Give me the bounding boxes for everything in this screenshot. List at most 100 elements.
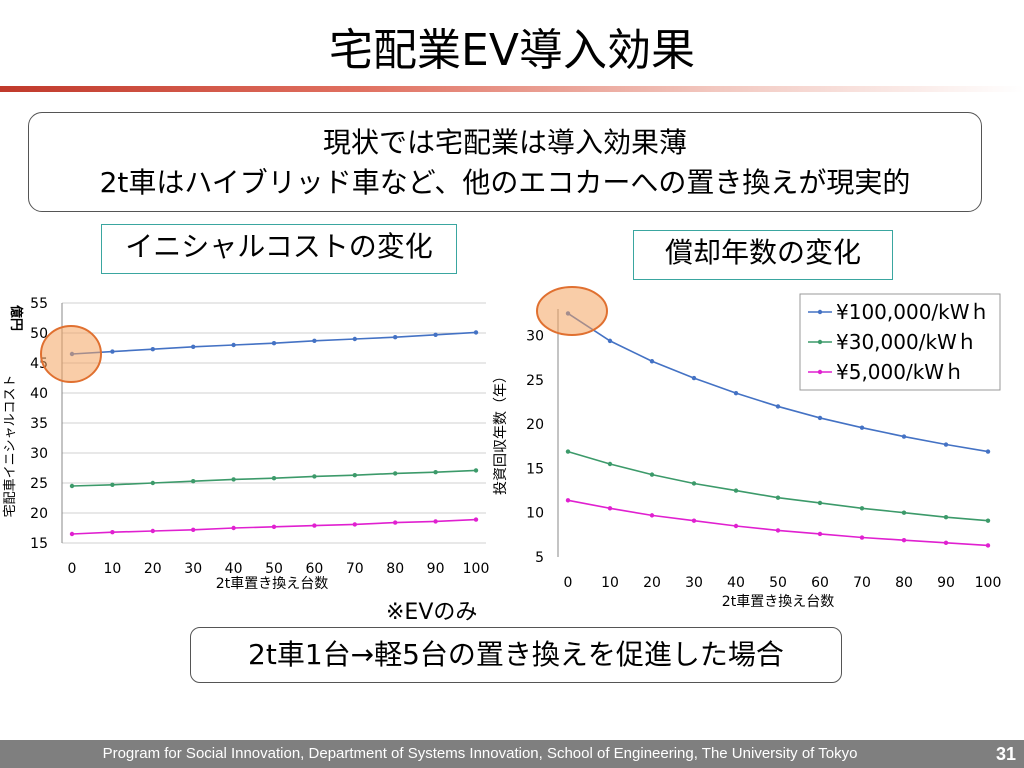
- data-point: [817, 500, 823, 506]
- legend-box: [799, 293, 1001, 391]
- x-tick-label: 20: [643, 575, 661, 591]
- data-point: [433, 470, 438, 475]
- y-tick-label: 25: [526, 373, 544, 389]
- data-point: [985, 543, 991, 548]
- summary-line-2: 2t車はハイブリッド車など、他のエコカーへの置き換えが現実的: [99, 166, 911, 199]
- data-point: [393, 335, 398, 340]
- x-tick-label: 40: [727, 575, 745, 591]
- y-tick-label: 5: [535, 550, 544, 566]
- data-point: [859, 425, 865, 430]
- legend-marker: [817, 369, 823, 375]
- highlight-circle-left: [40, 325, 102, 383]
- data-point: [943, 442, 949, 447]
- x-tick-label: 60: [811, 575, 829, 591]
- page-number: 31: [995, 744, 1016, 764]
- legend-entry: ¥30,000/kWｈ: [836, 330, 977, 354]
- y-tick-label: 25: [30, 476, 48, 492]
- data-point: [649, 472, 655, 477]
- payback-years-label: 償却年数の変化: [633, 230, 893, 280]
- data-point: [691, 375, 697, 381]
- data-point: [271, 341, 277, 346]
- data-point: [231, 477, 236, 482]
- legend-marker: [817, 339, 823, 345]
- x-tick-label: 100: [463, 561, 490, 577]
- legend-entry: ¥100,000/kWｈ: [836, 300, 990, 324]
- data-point: [473, 517, 479, 522]
- data-point: [393, 471, 398, 476]
- x-tick-label: 20: [144, 561, 162, 577]
- footer-text: Program for Social Innovation, Departmen…: [102, 745, 858, 762]
- x-tick-label: 80: [895, 575, 913, 591]
- y-tick-label: 30: [30, 446, 48, 462]
- x-tick-label: 0: [564, 575, 573, 591]
- data-point: [901, 537, 907, 543]
- data-point: [691, 518, 697, 523]
- data-point: [985, 449, 991, 454]
- x-tick-label: 90: [427, 561, 445, 577]
- data-point: [943, 514, 949, 520]
- y-tick-label: 30: [526, 329, 544, 345]
- x-tick-label: 50: [769, 575, 787, 591]
- y-tick-label: 40: [30, 386, 48, 402]
- data-point: [733, 523, 739, 529]
- x-tick-label: 70: [346, 561, 364, 577]
- data-point: [150, 480, 155, 486]
- highlight-circle-right: [536, 286, 608, 336]
- x-tick-label: 100: [975, 575, 1002, 591]
- data-point: [649, 513, 655, 518]
- data-point: [859, 535, 865, 540]
- x-tick-label: 10: [103, 561, 121, 577]
- y-tick-label: 15: [30, 536, 48, 552]
- initial-cost-label: イニシャルコストの変化: [101, 224, 457, 274]
- data-point: [607, 461, 613, 467]
- data-point: [775, 495, 781, 500]
- y-tick-label: 10: [526, 506, 544, 522]
- data-point: [775, 404, 781, 409]
- bottom-box: 2t車1台→軽5台の置き換えを促進した場合: [190, 627, 842, 683]
- data-point: [473, 468, 479, 473]
- legend-marker: [817, 309, 823, 315]
- data-point: [312, 338, 317, 343]
- data-point: [191, 344, 196, 349]
- summary-line-1: 現状では宅配業は導入効果薄: [322, 126, 687, 159]
- y-tick-label: 35: [30, 416, 48, 432]
- data-point: [733, 390, 739, 396]
- x-tick-label: 50: [265, 561, 283, 577]
- data-point: [817, 531, 823, 537]
- data-point: [901, 510, 907, 515]
- data-point: [565, 498, 571, 503]
- x-tick-label: 30: [184, 561, 202, 577]
- data-point: [110, 530, 115, 535]
- data-point: [943, 540, 949, 546]
- x-tick-label: 60: [305, 561, 323, 577]
- data-point: [312, 474, 317, 479]
- data-point: [433, 332, 438, 337]
- x-tick-label: 80: [386, 561, 404, 577]
- x-tick-label: 10: [601, 575, 619, 591]
- data-point: [817, 415, 823, 421]
- x-tick-label: 30: [685, 575, 703, 591]
- data-point: [271, 476, 277, 481]
- x-axis-label: 2t車置き換え台数: [722, 593, 834, 610]
- data-point: [433, 519, 438, 524]
- summary-box: 現状では宅配業は導入効果薄 2t車はハイブリッド車など、他のエコカーへの置き換え…: [28, 112, 982, 212]
- y-tick-label: 15: [526, 461, 544, 477]
- ev-only-note: ※EVのみ: [386, 600, 478, 625]
- data-point: [69, 483, 75, 489]
- data-point: [649, 359, 655, 364]
- data-point: [110, 349, 115, 354]
- data-point: [352, 473, 357, 478]
- data-point: [271, 524, 277, 529]
- legend: ¥100,000/kWｈ ¥30,000/kWｈ ¥5,000/kWｈ: [799, 293, 1001, 391]
- data-point: [352, 336, 357, 342]
- data-point: [985, 518, 991, 523]
- data-point: [352, 522, 357, 527]
- data-point: [733, 488, 739, 493]
- data-point: [150, 347, 155, 352]
- data-point: [393, 520, 398, 525]
- data-point: [473, 330, 479, 335]
- data-point: [607, 506, 613, 511]
- data-point: [191, 479, 196, 484]
